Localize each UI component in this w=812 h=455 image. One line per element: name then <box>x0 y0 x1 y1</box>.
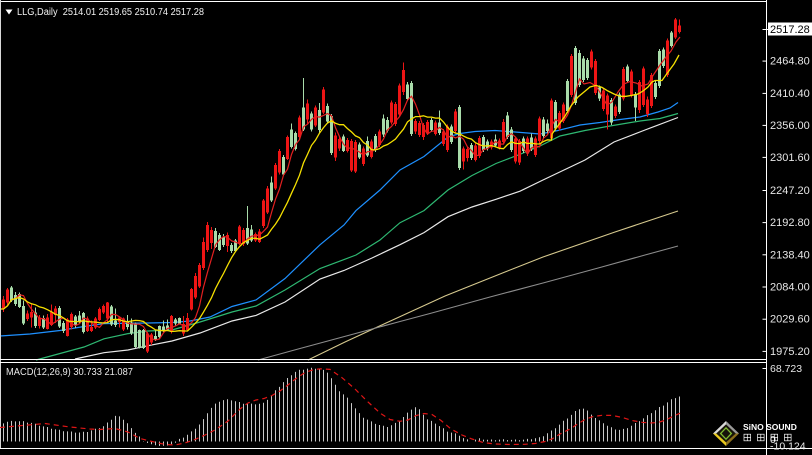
svg-text:2517.28: 2517.28 <box>770 24 810 36</box>
svg-text:68.723: 68.723 <box>770 363 802 375</box>
svg-text:2084.00: 2084.00 <box>770 282 810 294</box>
svg-text:MACD(12,26,9) 30.733 21.087: MACD(12,26,9) 30.733 21.087 <box>6 367 133 378</box>
svg-text:2247.20: 2247.20 <box>770 185 810 197</box>
svg-text:1975.20: 1975.20 <box>770 346 810 358</box>
svg-text:2192.80: 2192.80 <box>770 217 810 229</box>
svg-text:2301.60: 2301.60 <box>770 152 810 164</box>
svg-text:0: 0 <box>770 434 776 446</box>
svg-text:2410.40: 2410.40 <box>770 88 810 100</box>
svg-text:2029.60: 2029.60 <box>770 314 810 326</box>
svg-text:-10.124: -10.124 <box>770 441 806 453</box>
svg-text:LLG,Daily 2514.01 2519.65 251: LLG,Daily 2514.01 2519.65 2510.74 2517.2… <box>17 7 204 18</box>
svg-text:2464.80: 2464.80 <box>770 56 810 68</box>
svg-text:2356.00: 2356.00 <box>770 120 810 132</box>
svg-text:SiNO SOUND: SiNO SOUND <box>743 422 797 432</box>
svg-text:2138.40: 2138.40 <box>770 249 810 261</box>
